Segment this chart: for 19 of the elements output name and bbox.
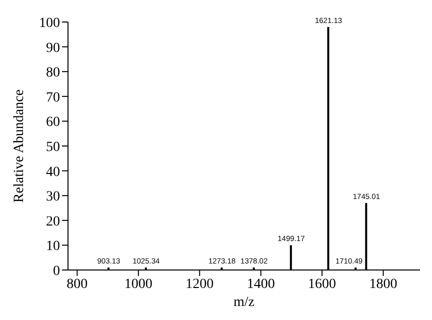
y-tick-label: 50 bbox=[46, 140, 60, 155]
y-tick-label: 0 bbox=[53, 264, 60, 279]
x-tick-label: 1000 bbox=[124, 276, 152, 292]
x-tick-label: 1600 bbox=[308, 276, 336, 292]
y-axis-title: Relative Abundance bbox=[12, 89, 27, 203]
x-axis-title: m/z bbox=[234, 295, 254, 310]
y-tick-label: 70 bbox=[46, 90, 60, 106]
y-tick-label: 100 bbox=[39, 16, 60, 31]
x-tick-label: 1200 bbox=[186, 276, 214, 292]
y-tick-label: 20 bbox=[46, 214, 60, 230]
y-tick-label: 40 bbox=[46, 164, 60, 180]
y-tick-label: 90 bbox=[46, 40, 60, 56]
y-tick-label: 80 bbox=[46, 66, 60, 81]
y-tick-label: 30 bbox=[46, 190, 60, 205]
x-tick-label: 1400 bbox=[246, 276, 275, 292]
x-tick-label: 1800 bbox=[369, 276, 398, 292]
x-tick-label: 800 bbox=[66, 276, 88, 292]
y-tick-label: 60 bbox=[46, 115, 60, 130]
y-tick-label: 10 bbox=[46, 239, 60, 254]
